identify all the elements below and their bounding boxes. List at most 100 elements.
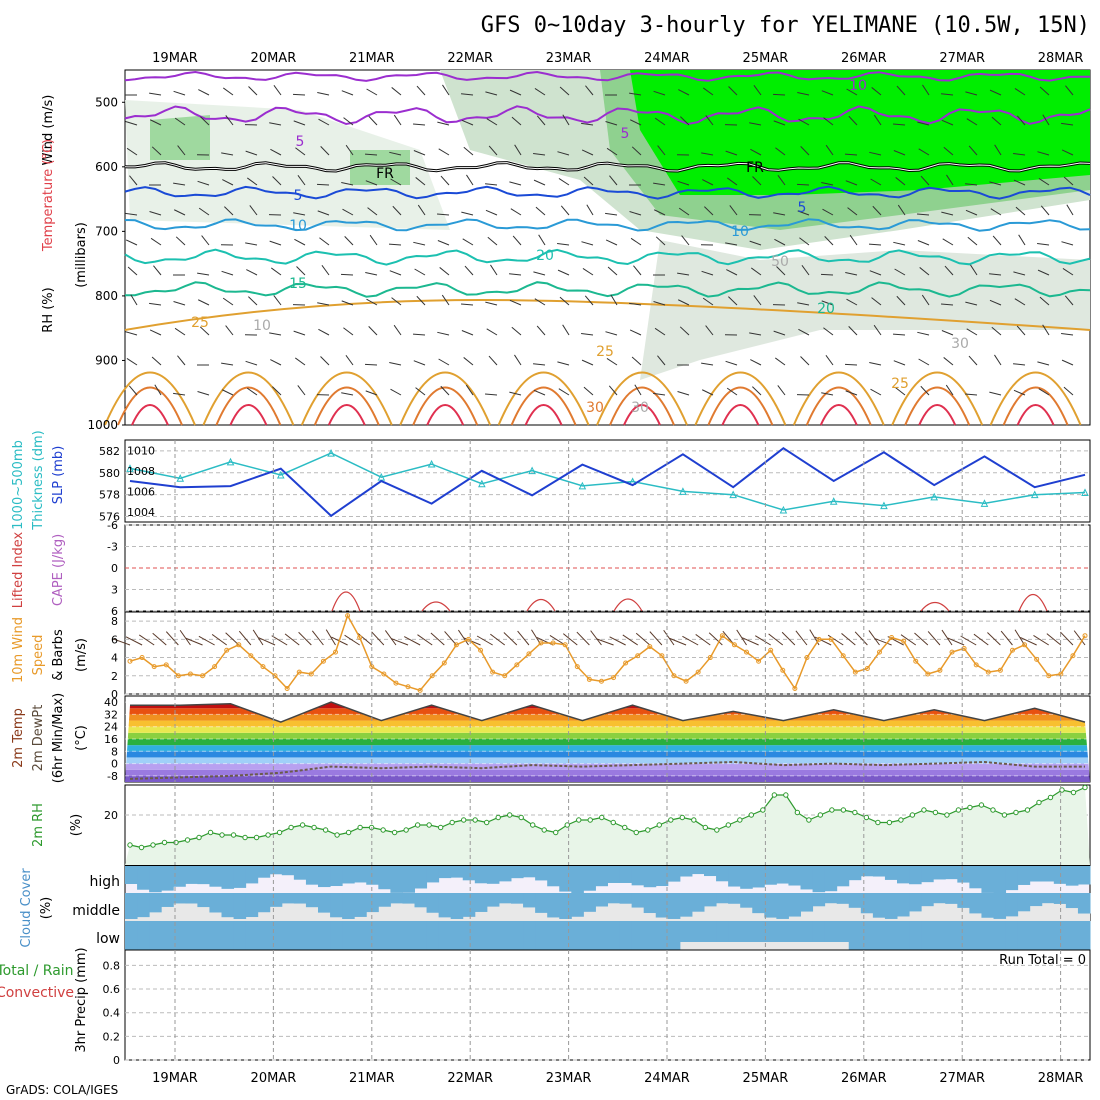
wind10m-barb — [225, 632, 240, 646]
rh-point — [679, 814, 685, 821]
wind-barb — [173, 301, 186, 306]
wind-barb — [846, 88, 858, 96]
wind-barb — [485, 393, 498, 396]
rh-point — [817, 812, 824, 818]
high-cloud-bar — [185, 866, 198, 884]
wind-barb — [679, 326, 690, 336]
wind-barb — [633, 265, 642, 276]
thickness-slp-panel: 582 580 578 576 1010 1008 1006 1004 — [99, 439, 1091, 524]
wind-barb — [245, 150, 258, 156]
contour-label: 30 — [586, 400, 604, 416]
wind-barb — [272, 386, 282, 396]
wind-barb — [681, 235, 690, 246]
rh-point — [921, 807, 927, 813]
high-cloud-bar — [993, 866, 1007, 894]
wind10m-barb — [960, 635, 977, 646]
wind-speed-point — [224, 647, 230, 653]
top-date-label: 26MAR — [841, 51, 887, 66]
wind-speed-point — [659, 653, 665, 659]
wind-barb — [921, 294, 930, 306]
wind-barb — [654, 117, 666, 126]
low-cloud-bar — [486, 921, 500, 950]
wind-barb — [270, 148, 282, 156]
rh-point — [1047, 794, 1054, 801]
rh-point — [345, 829, 352, 836]
wind-barb — [464, 265, 474, 276]
rh-point — [645, 827, 651, 833]
low-cloud-bar — [993, 921, 1007, 950]
wind-barb — [389, 270, 402, 276]
wind-barb — [726, 387, 738, 396]
bottom-date-label: 25MAR — [743, 1071, 789, 1086]
pressure-panel-frame — [124, 439, 1091, 523]
low-cloud-bar — [462, 921, 476, 950]
wind-barb — [586, 204, 594, 216]
middle-cloud-bar — [402, 893, 415, 904]
low-cloud-bar — [354, 921, 367, 950]
wind-barb — [941, 211, 954, 216]
wind10m-barb — [1000, 630, 1013, 646]
wind10m-barb — [503, 632, 518, 646]
wind-barb — [389, 362, 402, 366]
wind-speed-point — [1022, 642, 1028, 648]
middle-cloud-bar — [643, 893, 657, 914]
wind10m-barb — [165, 631, 179, 646]
contour-label: 20 — [536, 248, 554, 264]
rh-point — [840, 807, 847, 813]
low-cloud-bar — [257, 921, 271, 950]
low-cloud-bar — [884, 921, 898, 950]
wind-barb — [1013, 271, 1026, 276]
low-cloud-bar — [860, 921, 874, 950]
temp-tick: -8 — [107, 770, 118, 783]
temp-arc-25 — [891, 371, 984, 426]
wind-barb — [893, 241, 906, 246]
contour-label: FR — [746, 160, 764, 176]
low-cloud-bar — [740, 921, 753, 942]
low-cloud-bar — [330, 921, 343, 950]
wind-barb — [177, 355, 186, 366]
high-cloud-bar — [860, 866, 874, 877]
low-cloud-bar — [969, 921, 982, 950]
wind-barb — [820, 273, 834, 276]
wind-barb — [870, 388, 882, 396]
middle-cloud-bar — [667, 893, 681, 919]
high-cloud-bar — [293, 866, 307, 880]
high-cloud-bar — [788, 866, 801, 886]
wind-barb — [821, 90, 834, 96]
wind-speed-point — [683, 678, 689, 684]
temp-arc-25 — [202, 371, 295, 426]
high-cloud-bar — [848, 866, 862, 881]
wind-barb — [704, 206, 714, 216]
rh-point — [541, 827, 547, 833]
wind-speed-point — [465, 636, 471, 642]
wind-barb — [127, 266, 138, 276]
wind10m-barb — [284, 633, 300, 646]
middle-cloud-bar — [595, 893, 608, 907]
wind-barb — [582, 268, 594, 276]
wind-barb — [461, 119, 474, 126]
wind-barb — [657, 145, 666, 156]
middle-cloud-bar — [909, 893, 922, 912]
side-label: (°C) — [74, 725, 89, 751]
wind-barb — [822, 208, 834, 216]
wind-barb — [581, 333, 594, 336]
low-cloud-bar — [981, 921, 994, 950]
high-cloud-bar — [462, 866, 476, 881]
precip-tick: 0.4 — [103, 1007, 121, 1020]
wind-speed-point — [586, 676, 592, 682]
high-cloud-bar — [161, 866, 174, 891]
middle-cloud-bar — [1041, 893, 1055, 904]
thickness-point — [779, 505, 788, 514]
temp-max-line — [130, 701, 1086, 723]
low-cloud-bar — [245, 921, 259, 950]
high-cloud-bar — [318, 866, 331, 888]
temperature-contour — [124, 218, 1091, 232]
contour-label: 25 — [891, 376, 909, 392]
side-label: 2m DewPt — [31, 705, 46, 772]
cloud-level-labels: high middle low — [72, 874, 120, 947]
wind-barb — [918, 358, 930, 366]
wind-barb — [629, 211, 642, 216]
wind-barb — [1016, 325, 1026, 336]
wind-barb — [992, 235, 1002, 246]
